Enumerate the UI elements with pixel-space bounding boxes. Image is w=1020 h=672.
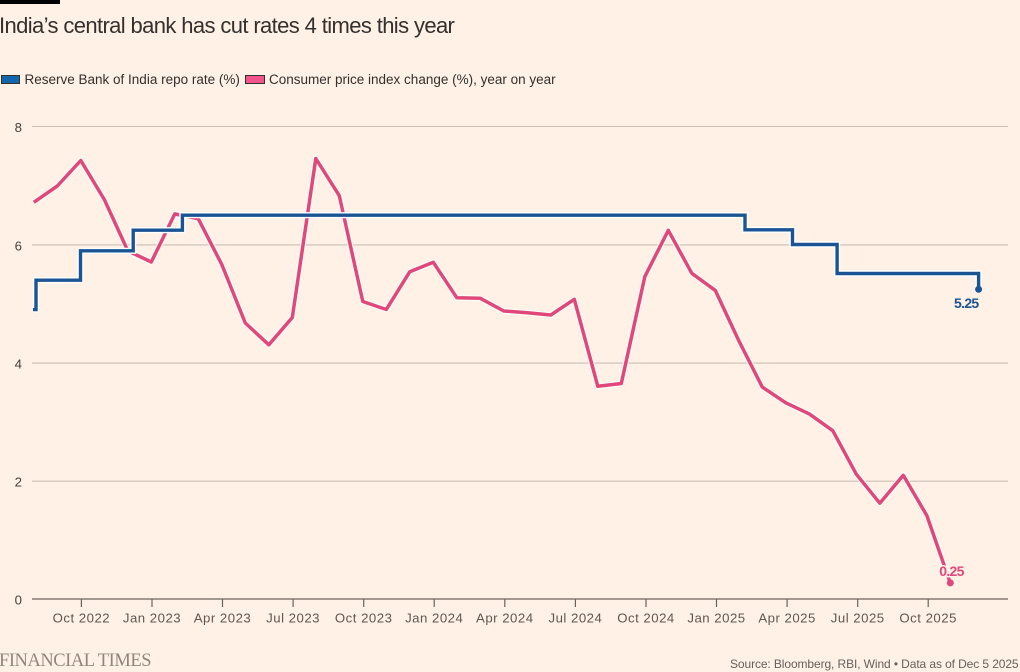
svg-text:Oct 2025: Oct 2025 <box>899 610 957 625</box>
svg-text:0: 0 <box>15 593 22 608</box>
svg-text:Jul 2025: Jul 2025 <box>831 610 885 625</box>
svg-text:Jan 2025: Jan 2025 <box>687 610 745 625</box>
svg-text:Apr 2024: Apr 2024 <box>476 610 534 625</box>
svg-text:4: 4 <box>15 357 22 372</box>
svg-text:Jan 2024: Jan 2024 <box>405 610 463 625</box>
svg-text:Oct 2022: Oct 2022 <box>53 610 111 625</box>
svg-text:Oct 2024: Oct 2024 <box>617 610 675 625</box>
svg-text:8: 8 <box>15 120 22 135</box>
svg-text:Apr 2025: Apr 2025 <box>758 610 816 625</box>
svg-text:Jan 2023: Jan 2023 <box>123 610 181 625</box>
svg-text:5.25: 5.25 <box>954 295 979 311</box>
svg-text:0.25: 0.25 <box>939 563 964 579</box>
svg-text:Jul 2023: Jul 2023 <box>266 610 320 625</box>
svg-text:Jul 2024: Jul 2024 <box>548 610 602 625</box>
svg-text:6: 6 <box>15 238 22 253</box>
svg-text:Oct 2023: Oct 2023 <box>335 610 393 625</box>
svg-text:2: 2 <box>15 475 22 490</box>
svg-text:Apr 2023: Apr 2023 <box>194 610 252 625</box>
